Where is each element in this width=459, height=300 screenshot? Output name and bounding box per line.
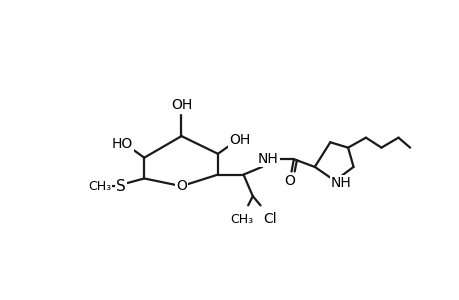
Text: O: O bbox=[284, 174, 295, 188]
Text: NH: NH bbox=[330, 176, 351, 190]
Text: CH₃: CH₃ bbox=[230, 213, 253, 226]
Text: CH₃: CH₃ bbox=[88, 180, 111, 193]
Text: OH: OH bbox=[229, 133, 250, 147]
Text: O: O bbox=[176, 179, 186, 193]
Text: OH: OH bbox=[170, 98, 192, 112]
Text: Cl: Cl bbox=[263, 212, 276, 226]
Text: S: S bbox=[116, 178, 126, 194]
Text: HO: HO bbox=[112, 137, 133, 151]
Text: NH: NH bbox=[257, 152, 278, 166]
